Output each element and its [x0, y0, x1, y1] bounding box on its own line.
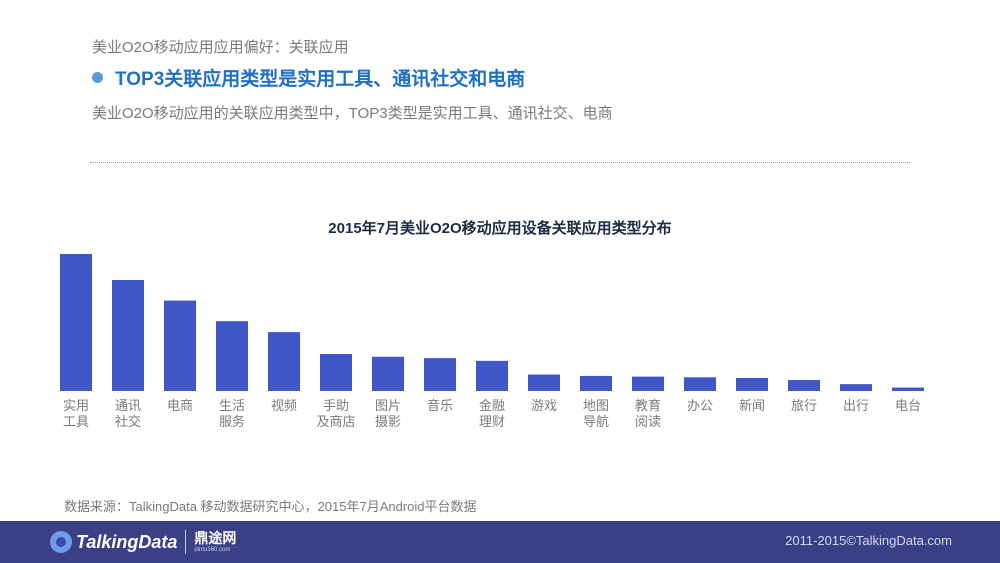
bar-12 [632, 376, 664, 391]
bar-13 [684, 377, 716, 391]
footer-bar: TalkingData 鼎途网 pintu360.com 2011-2015©T… [0, 521, 1000, 563]
chart-title: 2015年7月美业O2O移动应用设备关联应用类型分布 [328, 220, 672, 237]
tick-label-15: 旅行 [791, 398, 817, 413]
tick-label-4: 生活服务 [219, 398, 245, 429]
headline: TOP3关联应用类型是实用工具、通讯社交和电商 [92, 64, 525, 91]
talkingdata-logo: TalkingData 鼎途网 pintu360.com [50, 530, 236, 554]
tick-label-2: 通讯社交 [115, 398, 141, 429]
section-divider [90, 162, 910, 163]
tick-label-1: 实用工具 [63, 398, 89, 429]
tick-label-13: 办公 [687, 398, 713, 413]
copyright: 2011-2015©TalkingData.com [785, 533, 952, 548]
bar-8 [424, 358, 456, 391]
bar-5 [268, 332, 300, 391]
bar-4 [216, 321, 248, 391]
bar-11 [580, 375, 612, 391]
bar-3 [164, 300, 196, 391]
bar-17 [892, 387, 924, 391]
tick-label-9: 金融理财 [479, 398, 505, 429]
breadcrumb: 美业O2O移动应用应用偏好：关联应用 [92, 39, 349, 56]
bar-10 [528, 374, 560, 391]
partner-logo-url: pintu360.com [194, 547, 231, 553]
tick-label-11: 地图导航 [583, 398, 609, 429]
bar-2 [112, 280, 144, 391]
tick-label-6: 手助及商店 [316, 398, 355, 429]
bar-15 [788, 380, 820, 391]
bar-9 [476, 360, 508, 391]
partner-logo: 鼎途网 pintu360.com [194, 531, 236, 553]
tick-label-16: 出行 [843, 398, 869, 413]
subline: 美业O2O移动应用的关联应用类型中，TOP3类型是实用工具、通讯社交、电商 [92, 105, 613, 122]
talkingdata-logo-icon [50, 531, 72, 553]
tick-label-5: 视频 [271, 398, 297, 413]
tick-label-7: 图片摄影 [375, 398, 401, 429]
bar-1 [60, 254, 92, 391]
bar-7 [372, 356, 404, 391]
bar-6 [320, 354, 352, 391]
partner-logo-name: 鼎途网 [194, 530, 237, 546]
tick-label-10: 游戏 [531, 398, 557, 413]
bar-16 [840, 384, 872, 391]
tick-label-14: 新闻 [739, 398, 765, 413]
bullet-icon [92, 72, 103, 83]
tick-label-17: 电台 [895, 398, 921, 413]
headline-text: TOP3关联应用类型是实用工具、通讯社交和电商 [115, 69, 526, 90]
data-source: 数据来源：TalkingData 移动数据研究中心，2015年7月Android… [64, 499, 477, 514]
talkingdata-logo-text: TalkingData [76, 531, 178, 552]
tick-label-12: 教育阅读 [635, 398, 661, 429]
tick-label-3: 电商 [167, 398, 193, 413]
tick-label-8: 音乐 [427, 398, 453, 413]
bar-14 [736, 377, 768, 391]
logo-separator [185, 530, 187, 554]
